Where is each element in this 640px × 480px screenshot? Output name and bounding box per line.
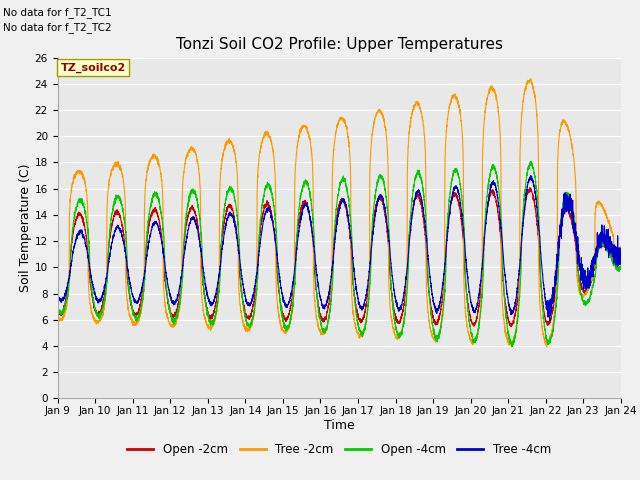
Line: Tree -4cm: Tree -4cm [58, 176, 621, 321]
Tree -4cm [155, 227, 163, 232]
Text: No data for f_T2_TC2: No data for f_T2_TC2 [3, 22, 112, 33]
Open -4cm [616, 266, 624, 272]
Open -2cm [507, 324, 515, 330]
Open -4cm [435, 335, 442, 341]
Line: Tree -2cm: Tree -2cm [58, 79, 621, 347]
Title: Tonzi Soil CO2 Profile: Upper Temperatures: Tonzi Soil CO2 Profile: Upper Temperatur… [176, 37, 502, 52]
Tree -2cm [318, 331, 326, 337]
Tree -4cm [318, 301, 326, 307]
Open -4cm [497, 221, 505, 227]
Tree -4cm [527, 173, 534, 179]
Tree -2cm [435, 334, 442, 340]
X-axis label: Time: Time [324, 419, 355, 432]
Open -2cm [155, 216, 163, 222]
Tree -4cm [616, 251, 624, 257]
Tree -2cm [527, 76, 534, 82]
Tree -2cm [54, 316, 61, 322]
Open -4cm [54, 304, 61, 310]
Text: TZ_soilco2: TZ_soilco2 [60, 63, 125, 73]
Tree -2cm [155, 160, 163, 166]
Tree -2cm [616, 245, 624, 251]
Open -4cm [617, 263, 625, 269]
Tree -4cm [54, 292, 61, 298]
Tree -2cm [465, 335, 473, 340]
Open -4cm [527, 158, 535, 164]
Tree -2cm [497, 275, 505, 280]
Open -2cm [54, 304, 61, 310]
Tree -4cm [617, 262, 625, 268]
Open -2cm [617, 257, 625, 263]
Y-axis label: Soil Temperature (C): Soil Temperature (C) [19, 164, 32, 292]
Open -2cm [465, 311, 473, 316]
Tree -2cm [543, 344, 550, 349]
Tree -2cm [617, 246, 625, 252]
Line: Open -2cm: Open -2cm [58, 188, 621, 327]
Open -4cm [155, 199, 163, 205]
Tree -4cm [465, 289, 473, 295]
Line: Open -4cm: Open -4cm [58, 161, 621, 347]
Open -4cm [465, 320, 473, 325]
Open -4cm [508, 344, 515, 349]
Text: No data for f_T2_TC1: No data for f_T2_TC1 [3, 7, 112, 18]
Legend: Open -2cm, Tree -2cm, Open -4cm, Tree -4cm: Open -2cm, Tree -2cm, Open -4cm, Tree -4… [123, 438, 556, 461]
Tree -4cm [497, 228, 505, 234]
Open -4cm [318, 327, 326, 333]
Open -2cm [526, 185, 534, 191]
Tree -4cm [435, 305, 442, 311]
Open -2cm [497, 245, 505, 251]
Open -2cm [616, 258, 624, 264]
Open -2cm [318, 316, 326, 322]
Open -2cm [435, 317, 442, 323]
Tree -4cm [546, 318, 554, 324]
